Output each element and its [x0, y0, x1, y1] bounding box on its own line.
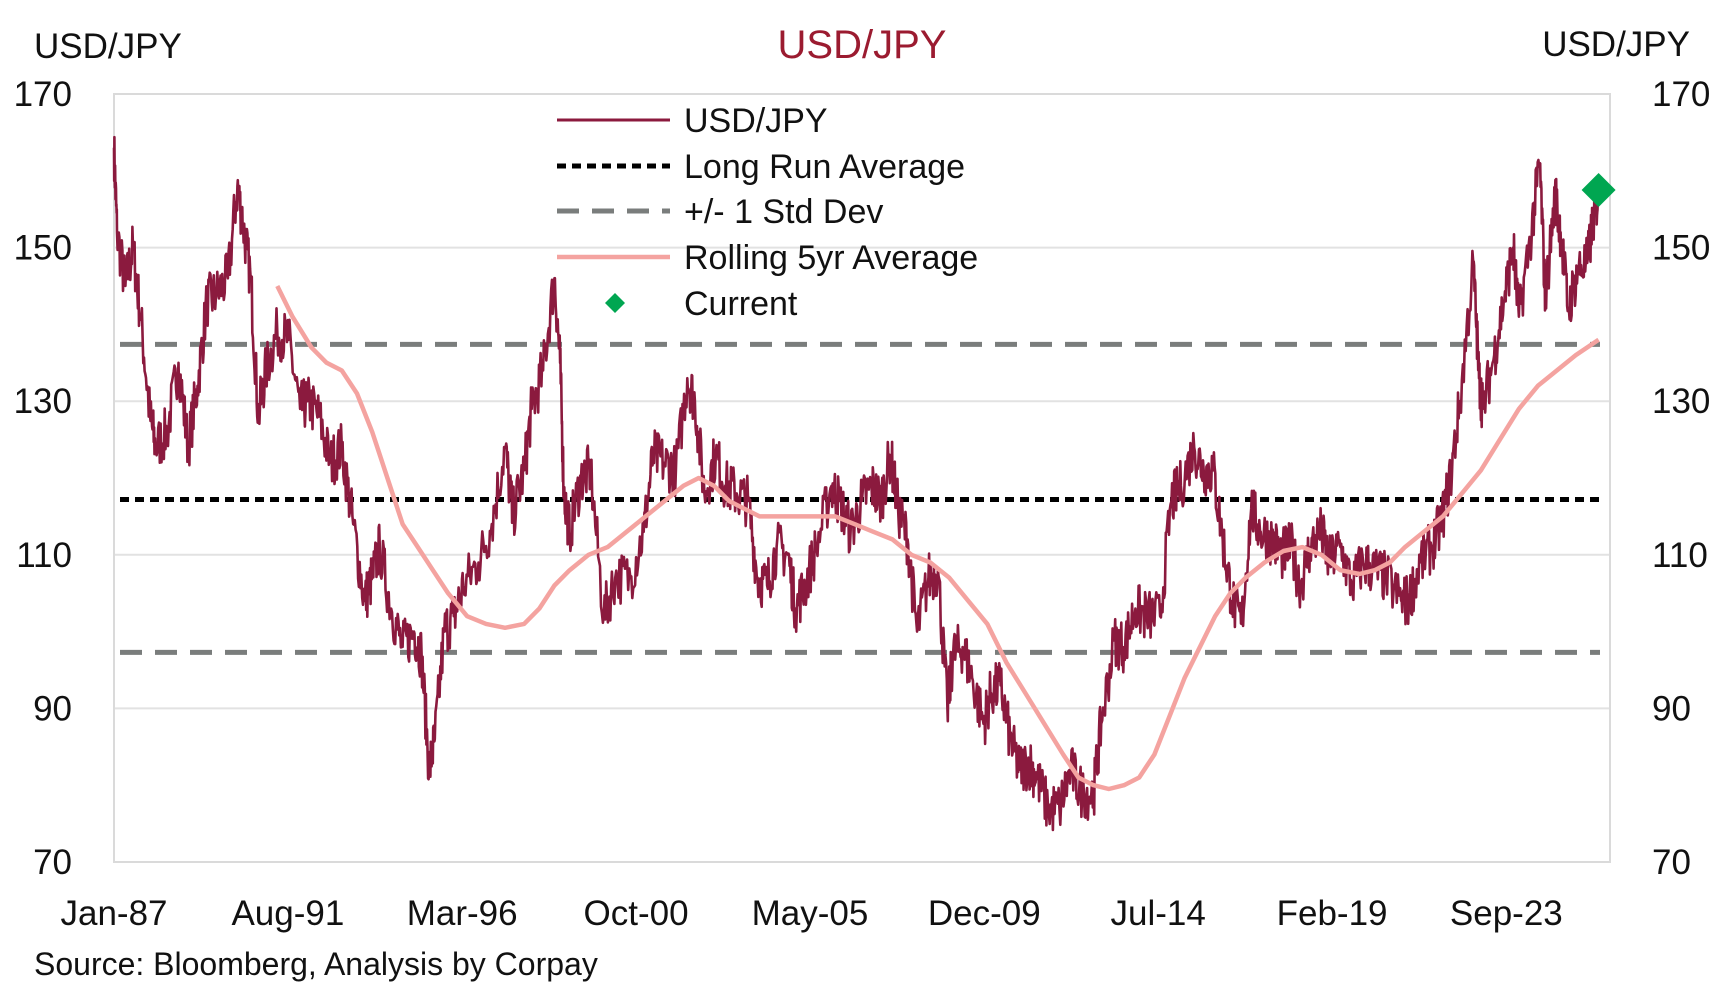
y-tick-left: 170 — [14, 75, 72, 114]
legend-label: USD/JPY — [684, 102, 828, 140]
y-tick-right: 150 — [1652, 229, 1710, 268]
y-tick-right: 90 — [1652, 689, 1691, 728]
usdjpy-line — [112, 135, 1600, 832]
x-tick: Dec-09 — [928, 894, 1041, 933]
x-tick: Mar-96 — [407, 894, 518, 933]
y-tick-right: 130 — [1652, 382, 1710, 421]
legend-label: Current — [684, 285, 798, 323]
y-tick-right: 70 — [1652, 843, 1691, 882]
x-tick: May-05 — [752, 894, 869, 933]
chart-title: USD/JPY — [778, 23, 947, 67]
y-tick-left: 110 — [16, 536, 72, 575]
y-tick-right: 170 — [1652, 75, 1710, 114]
legend-swatch-current — [605, 293, 625, 313]
current-marker — [1581, 173, 1616, 207]
right-axis-title: USD/JPY — [1542, 25, 1690, 64]
y-tick-left: 90 — [33, 689, 72, 728]
legend-label: Rolling 5yr Average — [684, 239, 978, 277]
left-axis-title: USD/JPY — [34, 27, 182, 66]
x-tick: Feb-19 — [1277, 894, 1388, 933]
legend-label: +/- 1 Std Dev — [684, 193, 883, 231]
y-tick-left: 70 — [33, 843, 72, 882]
source-note: Source: Bloomberg, Analysis by Corpay — [34, 946, 598, 982]
y-tick-left: 130 — [14, 382, 72, 421]
x-tick: Jan-87 — [60, 894, 167, 933]
legend: USD/JPY Long Run Average +/- 1 Std Dev Roll… — [557, 102, 978, 323]
rolling-5yr-average-line — [275, 285, 1600, 792]
y-tick-right: 110 — [1652, 536, 1708, 575]
y-tick-left: 150 — [14, 229, 72, 268]
x-tick: Aug-91 — [231, 894, 344, 933]
x-tick: Jul-14 — [1110, 894, 1205, 933]
x-tick: Sep-23 — [1450, 894, 1563, 933]
legend-label: Long Run Average — [684, 148, 965, 186]
x-tick: Oct-00 — [584, 894, 689, 933]
plot-frame — [113, 93, 1611, 863]
